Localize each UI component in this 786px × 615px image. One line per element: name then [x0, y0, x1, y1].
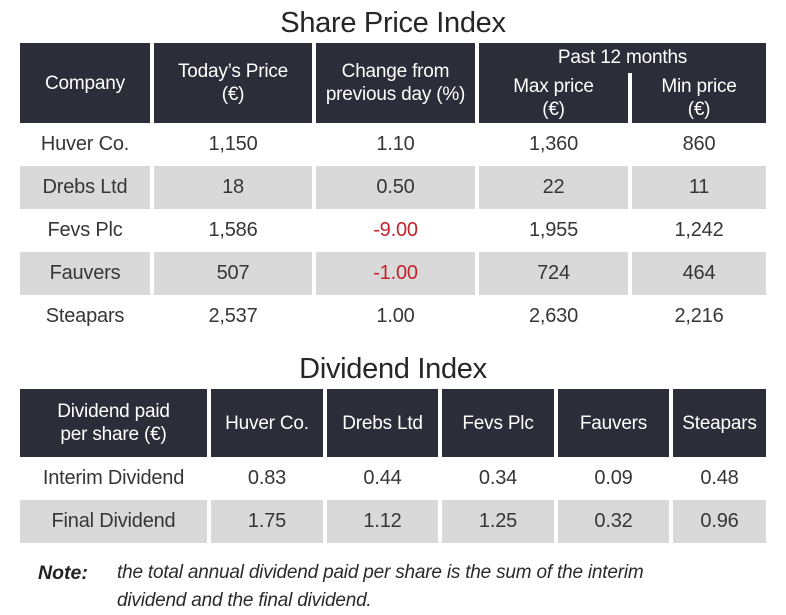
change-cell: -9.00 — [316, 209, 475, 252]
company-cell: Drebs Ltd — [20, 166, 150, 209]
change-cell: -1.00 — [316, 252, 475, 295]
dividend-table: Dividend paid per share (€) Huver Co. Dr… — [20, 389, 766, 543]
col-header-company: Company — [20, 43, 150, 123]
price-cell: 507 — [154, 252, 312, 295]
company-cell: Fevs Plc — [20, 209, 150, 252]
past-12-months-subcolumns: Max price (€) Min price (€) — [479, 73, 766, 123]
dividend-paid-line1: Dividend paid — [57, 401, 170, 422]
share-table-title: Share Price Index — [280, 7, 506, 39]
max-price-cell: 1,955 — [479, 209, 628, 252]
footnote: Note: the total annual dividend paid per… — [38, 559, 766, 615]
max-price-cell: 22 — [479, 166, 628, 209]
price-cell: 18 — [154, 166, 312, 209]
dividend-value-cell: 1.25 — [442, 500, 554, 543]
dividend-value-cell: 0.32 — [558, 500, 669, 543]
change-cell: 1.10 — [316, 123, 475, 166]
dividend-value-cell: 0.83 — [211, 457, 323, 500]
max-price-cell: 2,630 — [479, 295, 628, 338]
col-header-huver: Huver Co. — [211, 389, 323, 457]
col-header-dividend-paid: Dividend paid per share (€) — [20, 389, 207, 457]
col-group-past-12-months: Past 12 months Max price (€) Min price (… — [479, 43, 766, 123]
change-cell: 0.50 — [316, 166, 475, 209]
dividend-value-cell: 1.75 — [211, 500, 323, 543]
dividend-value-cell: 0.96 — [673, 500, 766, 543]
dividend-value-cell: 0.48 — [673, 457, 766, 500]
price-cell: 1,150 — [154, 123, 312, 166]
col-header-max-price: Max price (€) — [479, 73, 628, 123]
company-cell: Huver Co. — [20, 123, 150, 166]
price-cell: 1,586 — [154, 209, 312, 252]
min-price-line2: (€) — [687, 99, 711, 120]
min-price-line1: Min price — [661, 76, 737, 97]
todays-price-line1: Today’s Price — [177, 61, 289, 82]
dividend-value-cell: 0.34 — [442, 457, 554, 500]
price-cell: 2,537 — [154, 295, 312, 338]
col-header-fevs: Fevs Plc — [442, 389, 554, 457]
min-price-cell: 11 — [632, 166, 766, 209]
share-price-table: Company Today’s Price (€) Change from pr… — [20, 43, 766, 338]
max-price-cell: 724 — [479, 252, 628, 295]
col-header-steapars: Steapars — [673, 389, 766, 457]
col-header-company-label: Company — [45, 72, 125, 94]
dividend-table-title: Dividend Index — [299, 353, 487, 385]
min-price-cell: 2,216 — [632, 295, 766, 338]
past-12-months-label: Past 12 months — [479, 43, 766, 73]
col-header-drebs: Drebs Ltd — [327, 389, 438, 457]
change-line2: previous day (%) — [325, 84, 466, 105]
min-price-cell: 1,242 — [632, 209, 766, 252]
company-cell: Steapars — [20, 295, 150, 338]
min-price-cell: 464 — [632, 252, 766, 295]
col-header-todays-price: Today’s Price (€) — [154, 43, 312, 123]
change-line1: Change from — [341, 61, 450, 82]
col-header-min-price: Min price (€) — [632, 73, 766, 123]
min-price-cell: 860 — [632, 123, 766, 166]
change-cell: 1.00 — [316, 295, 475, 338]
dividend-value-cell: 1.12 — [327, 500, 438, 543]
col-header-fauvers: Fauvers — [558, 389, 669, 457]
dividend-paid-line2: per share (€) — [60, 424, 167, 445]
max-price-line1: Max price — [513, 76, 594, 97]
todays-price-line2: (€) — [221, 84, 245, 105]
company-cell: Fauvers — [20, 252, 150, 295]
row-label-cell: Final Dividend — [20, 500, 207, 543]
max-price-line2: (€) — [542, 99, 565, 120]
footnote-label: Note: — [38, 562, 88, 584]
footnote-text: the total annual dividend paid per share… — [117, 562, 644, 611]
dividend-value-cell: 0.09 — [558, 457, 669, 500]
share-dividend-sheet: Share Price Index Company Today’s Price … — [20, 0, 766, 615]
col-header-change: Change from previous day (%) — [316, 43, 475, 123]
row-label-cell: Interim Dividend — [20, 457, 207, 500]
dividend-value-cell: 0.44 — [327, 457, 438, 500]
max-price-cell: 1,360 — [479, 123, 628, 166]
